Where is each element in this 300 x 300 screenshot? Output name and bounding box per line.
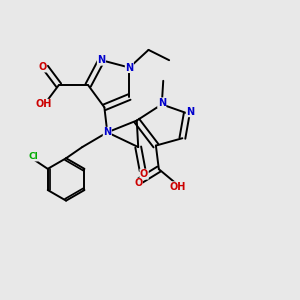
Text: O: O xyxy=(140,169,148,179)
Text: N: N xyxy=(103,127,111,137)
Text: O: O xyxy=(134,178,142,188)
Text: N: N xyxy=(186,107,194,117)
Text: O: O xyxy=(38,62,47,72)
Text: N: N xyxy=(125,63,134,73)
Text: N: N xyxy=(98,55,106,65)
Text: N: N xyxy=(158,98,166,108)
Text: OH: OH xyxy=(170,182,186,192)
Text: Cl: Cl xyxy=(28,152,38,161)
Text: OH: OH xyxy=(36,99,52,110)
